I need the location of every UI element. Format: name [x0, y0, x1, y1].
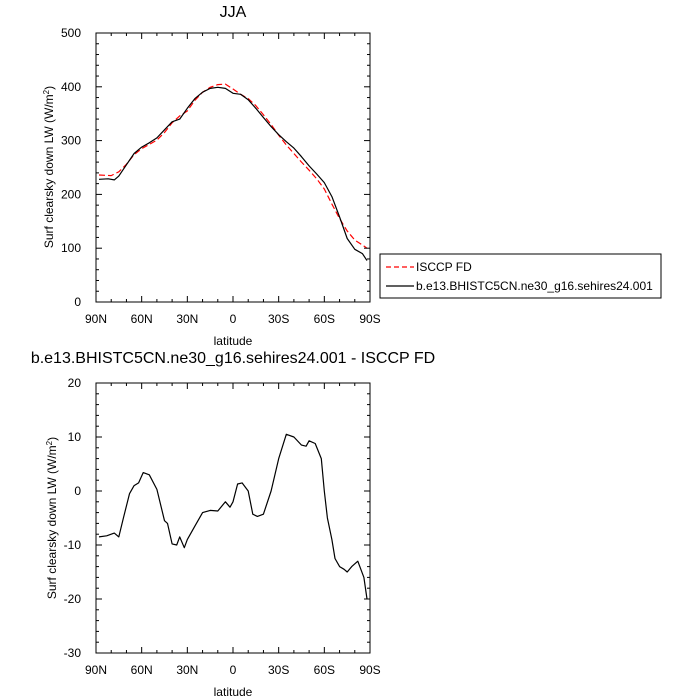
top-chart-y-tick-label: 300	[61, 134, 81, 148]
bottom-chart-x-tick-label: 90N	[85, 663, 107, 677]
top-chart-y-tick-labels: 0 100 200 300 400 500	[61, 26, 81, 309]
legend-label-isccp-fd: ISCCP FD	[416, 260, 472, 274]
bottom-chart-y-tick-label: -20	[64, 592, 82, 606]
bottom-chart-y-axis-label: Surf clearsky down LW (W/m2)	[45, 437, 59, 599]
bottom-chart-x-axis-label: latitude	[214, 685, 253, 699]
top-chart-y-axis-label-main: Surf clearsky down LW (W/m	[42, 94, 56, 248]
top-chart-y-tick-label: 500	[61, 26, 81, 40]
top-chart-y-axis-label: Surf clearsky down LW (W/m2)	[42, 86, 56, 248]
top-chart-x-tick-label: 30N	[176, 312, 198, 326]
top-chart: JJA 90N 60N 30N 0 30S 60S 90S 0 100 200 300 400 500…	[42, 4, 381, 348]
bottom-chart-y-axis-label-main: Surf clearsky down LW (W/m	[45, 445, 59, 599]
bottom-chart-y-tick-labels: -30 -20 -10 0 10 20	[64, 376, 82, 660]
bottom-chart-x-tick-labels: 90N 60N 30N 0 30S 60S 90S	[85, 663, 381, 677]
bottom-chart-ticks-layer	[95, 382, 371, 654]
top-chart-ticks-layer	[95, 32, 371, 303]
top-chart-y-tick-label: 400	[61, 80, 81, 94]
bottom-chart: b.e13.BHISTC5CN.ne30_g16.sehires24.001 -…	[31, 350, 435, 699]
bottom-chart-y-tick-label: 10	[68, 430, 82, 444]
bottom-chart-series-line-1	[98, 433, 368, 600]
top-chart-frame	[95, 32, 371, 303]
top-chart-series-line-2	[98, 86, 368, 261]
top-chart-y-axis-label-superscript: 2	[42, 89, 51, 94]
bottom-chart-series-layer	[98, 433, 368, 600]
bottom-chart-x-tick-label: 0	[230, 663, 237, 677]
top-chart-y-tick-label: 200	[61, 187, 81, 201]
bottom-chart-y-tick-label: 0	[74, 484, 81, 498]
bottom-chart-x-tick-label: 30S	[268, 663, 289, 677]
bottom-chart-y-axis-label-tail: )	[45, 437, 59, 441]
bottom-chart-y-axis-label-superscript: 2	[45, 440, 54, 445]
legend-box	[379, 253, 662, 299]
top-chart-x-tick-label: 90S	[359, 312, 380, 326]
top-chart-x-tick-label: 90N	[85, 312, 107, 326]
top-chart-series-layer	[98, 83, 368, 261]
bottom-chart-x-tick-label: 30N	[176, 663, 198, 677]
top-chart-y-axis-label-tail: )	[42, 86, 56, 90]
top-chart-y-tick-label: 0	[74, 295, 81, 309]
top-chart-x-tick-label: 0	[230, 312, 237, 326]
bottom-chart-x-tick-label: 90S	[359, 663, 380, 677]
top-chart-x-tick-label: 60S	[314, 312, 335, 326]
bottom-chart-y-tick-label: -10	[64, 538, 82, 552]
legend: ISCCP FD b.e13.BHISTC5CN.ne30_g16.sehire…	[379, 253, 662, 299]
top-chart-x-tick-label: 30S	[268, 312, 289, 326]
bottom-chart-y-tick-label: 20	[68, 376, 82, 390]
top-chart-title: JJA	[220, 4, 247, 21]
bottom-chart-x-tick-label: 60N	[131, 663, 153, 677]
top-chart-x-tick-labels: 90N 60N 30N 0 30S 60S 90S	[85, 312, 381, 326]
top-chart-series-line-1	[98, 83, 368, 249]
bottom-chart-x-tick-label: 60S	[314, 663, 335, 677]
top-chart-x-axis-label: latitude	[214, 334, 253, 348]
bottom-chart-title: b.e13.BHISTC5CN.ne30_g16.sehires24.001 -…	[31, 350, 435, 367]
legend-label-model: b.e13.BHISTC5CN.ne30_g16.sehires24.001	[416, 279, 653, 293]
bottom-chart-y-tick-label: -30	[64, 646, 82, 660]
bottom-chart-frame	[95, 382, 371, 654]
top-chart-x-tick-label: 60N	[131, 312, 153, 326]
top-chart-y-tick-label: 100	[61, 241, 81, 255]
